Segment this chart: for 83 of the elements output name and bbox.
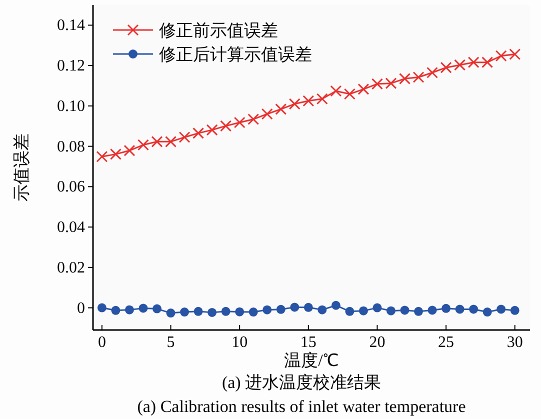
point	[440, 62, 452, 74]
point	[165, 136, 177, 148]
point	[385, 78, 397, 90]
text: (a) 进水温度校准结果	[222, 373, 382, 392]
point	[510, 306, 520, 315]
point	[221, 306, 230, 316]
point	[345, 306, 354, 316]
point	[454, 59, 466, 71]
point	[344, 88, 356, 100]
point	[180, 308, 190, 317]
y-axis-title: 示值误差	[12, 134, 31, 202]
point	[208, 308, 217, 317]
point	[166, 308, 176, 318]
point	[358, 83, 370, 95]
point	[275, 103, 287, 115]
point	[248, 114, 260, 126]
point	[442, 304, 451, 313]
y-tick-label: 0.12	[57, 58, 85, 75]
point	[124, 144, 136, 156]
y-tick-label: 0.14	[57, 17, 85, 34]
point	[428, 306, 437, 315]
point	[400, 306, 410, 315]
point	[358, 306, 368, 316]
point	[288, 98, 300, 110]
point	[110, 148, 122, 160]
x-tick-label: 0	[98, 334, 106, 351]
point	[426, 66, 438, 78]
point	[371, 78, 383, 90]
point	[496, 304, 506, 314]
point	[331, 300, 340, 310]
legend-label: 修正后计算示值误差	[159, 45, 312, 64]
point	[152, 304, 162, 314]
y-tick-label: 0	[77, 300, 85, 317]
x-tick-label: 30	[506, 334, 523, 351]
point	[178, 131, 190, 143]
point	[248, 308, 258, 317]
point	[316, 93, 328, 105]
y-tick-label: 0.04	[57, 219, 85, 236]
x-tick-label: 25	[438, 334, 454, 351]
point	[495, 50, 507, 62]
point	[386, 306, 396, 316]
point	[290, 302, 300, 312]
y-tick-label: 0.10	[57, 98, 85, 115]
point	[235, 307, 244, 316]
point	[372, 303, 382, 312]
point	[414, 306, 424, 316]
point	[137, 139, 149, 151]
y-tick-label: 0.06	[57, 178, 85, 196]
point	[138, 304, 148, 313]
point	[468, 56, 480, 68]
point	[399, 72, 410, 84]
point	[97, 303, 106, 312]
point	[192, 127, 204, 139]
text: (a) Calibration results of inlet water temperature	[137, 397, 466, 416]
point	[509, 48, 521, 60]
point	[318, 305, 327, 314]
point	[412, 72, 424, 84]
x-axis-title: 温度/℃	[284, 351, 339, 370]
x-tick-label: 5	[166, 334, 175, 351]
point	[194, 306, 203, 316]
point	[206, 124, 218, 136]
x-tick-label: 20	[369, 334, 386, 351]
point	[302, 95, 314, 107]
point	[455, 304, 464, 314]
point	[262, 305, 272, 314]
point	[330, 85, 342, 97]
point	[304, 302, 313, 312]
legend-label: 修正前示值误差	[159, 21, 278, 40]
point	[111, 306, 120, 315]
x-tick-label: 10	[232, 334, 248, 351]
point	[124, 305, 134, 314]
point	[96, 150, 108, 162]
y-tick-label: 0.02	[57, 259, 85, 276]
point	[482, 56, 494, 68]
point	[220, 120, 232, 132]
x-tick-label: 15	[300, 334, 316, 351]
point	[469, 304, 478, 314]
point	[482, 308, 492, 317]
point	[276, 304, 286, 314]
y-tick-label: 0.08	[57, 138, 85, 156]
point	[261, 108, 273, 120]
point	[151, 136, 163, 148]
point	[234, 116, 246, 128]
